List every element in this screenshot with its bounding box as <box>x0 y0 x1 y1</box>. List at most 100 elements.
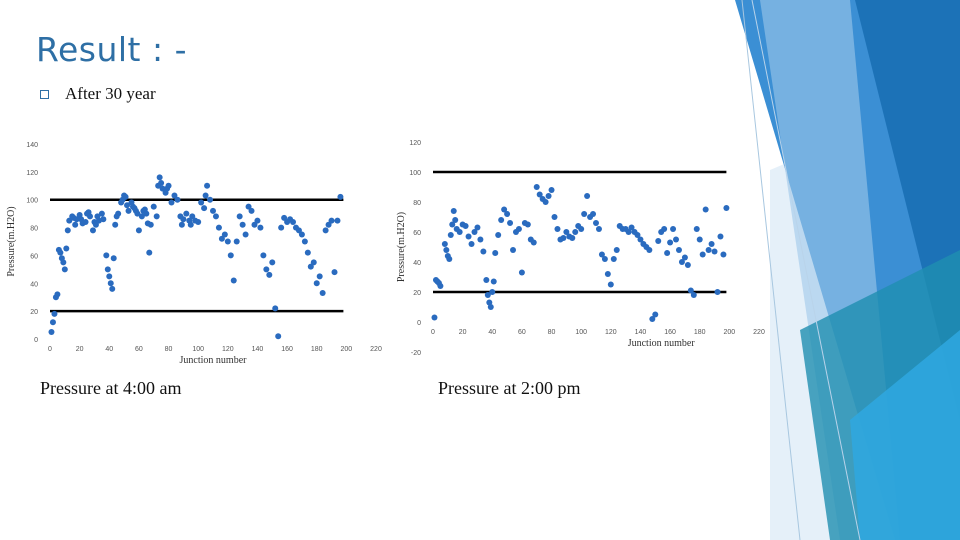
data-point <box>201 205 208 212</box>
data-point <box>202 192 209 199</box>
y-axis-label: Pressure(m.H2O) <box>396 212 407 282</box>
data-point <box>143 210 150 217</box>
data-point <box>168 199 175 206</box>
data-point <box>174 196 181 203</box>
chart-pressure-2pm: -20 0 20 40 60 80 100 120 0 20 40 60 80 100 120 140 160 1… <box>396 140 765 357</box>
x-tick-label: 60 <box>518 329 526 336</box>
data-point <box>634 232 641 238</box>
data-point <box>138 213 145 220</box>
y-tick-label: 100 <box>409 170 421 177</box>
data-point <box>498 217 505 223</box>
data-point <box>720 251 727 258</box>
data-point <box>670 226 677 232</box>
x-tick-label: 120 <box>605 329 617 336</box>
data-point <box>159 185 166 192</box>
data-point <box>298 231 305 238</box>
data-point <box>474 224 481 231</box>
data-point <box>109 285 116 292</box>
data-point <box>290 219 297 225</box>
data-point <box>87 213 94 220</box>
data-point <box>702 206 709 213</box>
data-point <box>195 219 202 225</box>
x-tick-label: 220 <box>753 329 765 336</box>
caption-right: Pressure at 2:00 pm <box>438 378 581 398</box>
data-point <box>98 210 105 217</box>
data-point <box>275 333 282 340</box>
data-point <box>63 245 70 252</box>
data-point <box>480 248 487 255</box>
data-point <box>82 219 89 225</box>
y-tick-label: 80 <box>30 226 38 233</box>
data-point <box>51 310 58 317</box>
data-point <box>437 283 444 289</box>
data-point <box>560 235 567 241</box>
data-point <box>690 292 697 298</box>
y-tick-label: 140 <box>26 142 38 149</box>
y-tick-label: -20 <box>411 350 421 357</box>
y-tick-label: 60 <box>30 253 38 260</box>
data-point <box>655 238 662 244</box>
data-point <box>595 226 602 232</box>
x-tick-label: 0 <box>48 346 52 353</box>
x-tick-label: 100 <box>192 346 204 353</box>
data-point <box>307 263 314 270</box>
data-point <box>301 238 308 245</box>
data-point <box>198 199 205 206</box>
data-point <box>678 259 685 265</box>
data-point <box>441 241 448 247</box>
x-tick-label: 140 <box>635 329 647 336</box>
data-point <box>295 227 302 234</box>
y-tick-label: 120 <box>409 140 421 147</box>
data-point <box>501 206 508 213</box>
data-point <box>471 229 478 235</box>
data-point <box>673 236 680 243</box>
data-point <box>581 211 588 217</box>
data-point <box>711 248 718 255</box>
data-point <box>708 241 715 247</box>
data-point <box>227 252 234 259</box>
x-tick-label: 140 <box>252 346 264 353</box>
x-tick-label: 180 <box>311 346 323 353</box>
data-point <box>515 226 522 232</box>
data-point <box>156 174 163 181</box>
data-point <box>649 316 656 322</box>
data-point <box>462 223 469 229</box>
data-point <box>661 226 668 232</box>
data-point <box>112 221 119 228</box>
data-point <box>210 207 216 214</box>
data-point <box>266 271 273 278</box>
data-point <box>48 329 55 336</box>
data-point <box>183 210 190 217</box>
data-point <box>254 217 261 224</box>
deco-thin-line-2 <box>751 0 861 540</box>
data-point <box>705 247 712 253</box>
data-point <box>637 236 644 243</box>
data-point <box>667 239 674 246</box>
data-point <box>675 247 682 253</box>
data-point <box>106 273 113 280</box>
data-point <box>204 182 211 189</box>
data-point <box>328 217 335 224</box>
y-tick-label: 20 <box>413 290 421 297</box>
data-point <box>545 193 552 199</box>
data-point <box>233 238 240 245</box>
data-point <box>147 221 154 228</box>
data-point <box>601 256 608 262</box>
data-point <box>165 182 172 189</box>
data-point <box>604 271 611 277</box>
data-point <box>150 203 157 210</box>
data-point <box>610 256 617 262</box>
data-point <box>554 226 561 232</box>
y-tick-label: 40 <box>30 281 38 288</box>
data-point <box>61 266 68 273</box>
data-point <box>263 266 270 273</box>
data-point <box>446 256 453 262</box>
data-point <box>452 217 459 223</box>
data-point <box>590 211 597 217</box>
x-tick-label: 0 <box>431 329 435 336</box>
data-point <box>578 226 585 232</box>
x-axis-label: Junction number <box>180 355 248 366</box>
data-point <box>489 289 496 295</box>
x-tick-label: 100 <box>575 329 587 336</box>
data-point <box>492 250 499 256</box>
